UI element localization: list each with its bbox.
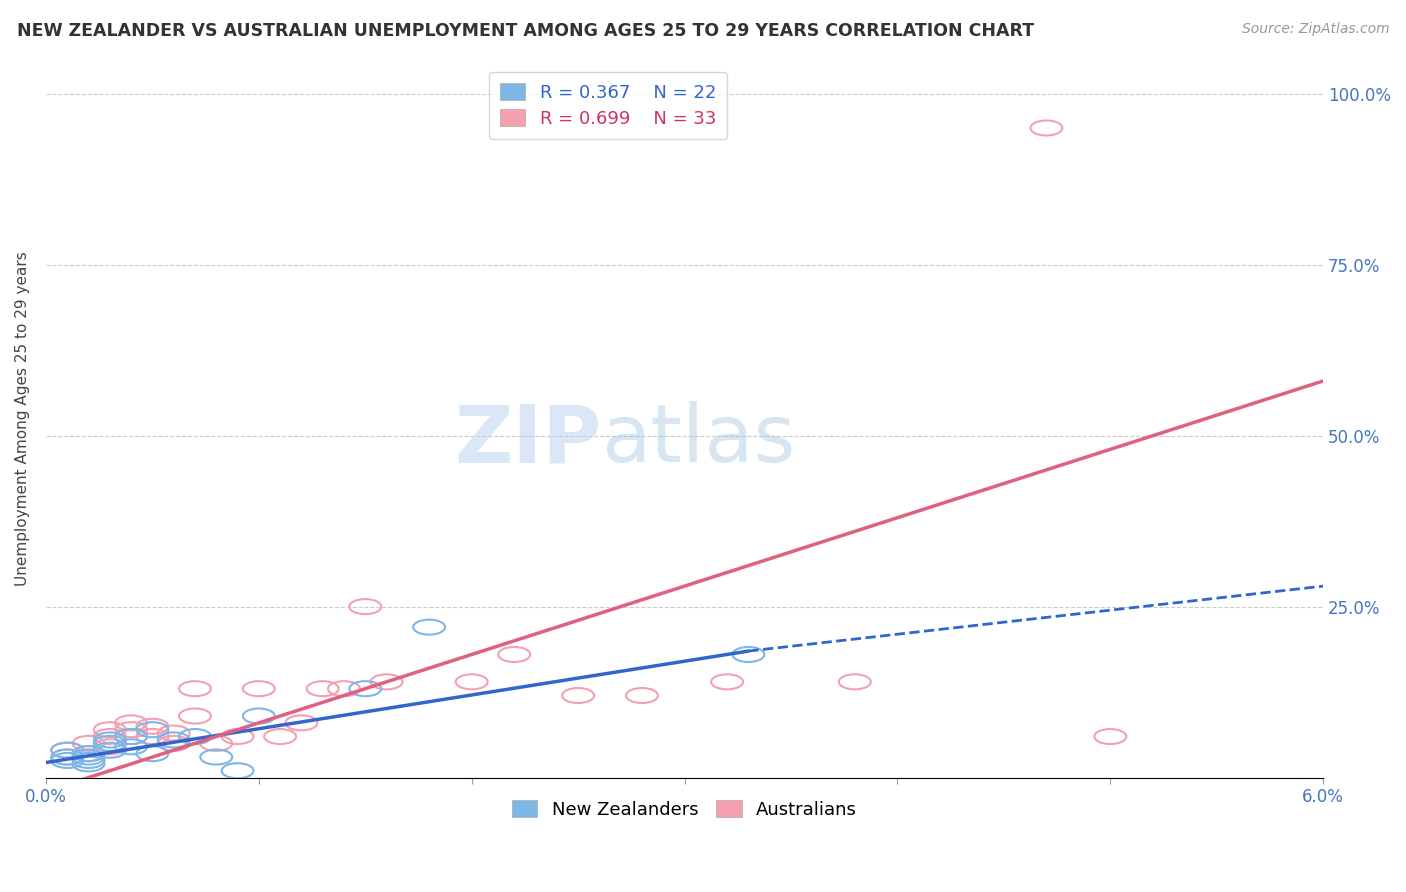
Text: Source: ZipAtlas.com: Source: ZipAtlas.com (1241, 22, 1389, 37)
Text: atlas: atlas (602, 401, 796, 479)
Text: ZIP: ZIP (454, 401, 602, 479)
Y-axis label: Unemployment Among Ages 25 to 29 years: Unemployment Among Ages 25 to 29 years (15, 252, 30, 586)
Text: NEW ZEALANDER VS AUSTRALIAN UNEMPLOYMENT AMONG AGES 25 TO 29 YEARS CORRELATION C: NEW ZEALANDER VS AUSTRALIAN UNEMPLOYMENT… (17, 22, 1033, 40)
Legend: New Zealanders, Australians: New Zealanders, Australians (505, 793, 865, 826)
